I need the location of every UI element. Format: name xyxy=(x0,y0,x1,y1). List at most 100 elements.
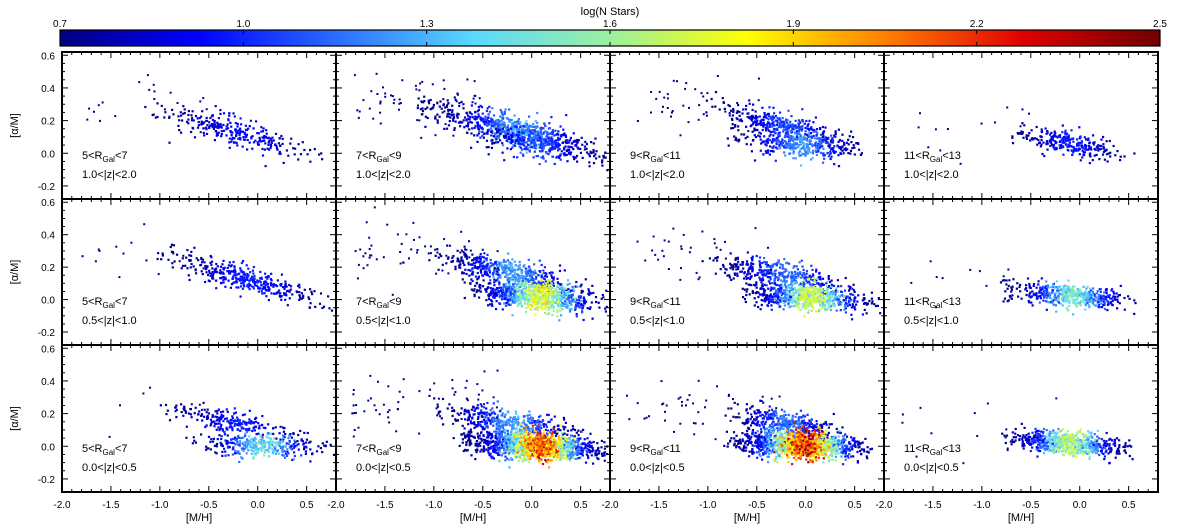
data-point xyxy=(1062,141,1065,144)
data-point xyxy=(215,279,218,282)
data-point-outlier xyxy=(356,109,359,112)
data-point xyxy=(1085,148,1088,151)
data-point xyxy=(522,132,525,135)
data-point xyxy=(264,286,267,289)
data-point-outlier xyxy=(464,248,466,251)
data-point xyxy=(775,137,778,140)
data-point xyxy=(491,141,494,144)
data-point xyxy=(783,278,786,281)
data-point xyxy=(477,132,480,135)
data-point xyxy=(494,132,497,135)
data-point xyxy=(202,267,205,270)
data-point-outlier xyxy=(464,255,467,258)
data-point xyxy=(495,287,499,290)
data-point xyxy=(714,91,718,94)
data-point xyxy=(495,138,498,141)
data-point xyxy=(545,272,548,275)
data-point-outlier xyxy=(421,80,424,83)
data-point xyxy=(471,116,474,119)
data-point xyxy=(543,138,546,141)
data-point xyxy=(822,161,825,164)
data-point xyxy=(807,131,810,135)
data-point xyxy=(523,147,526,151)
data-point xyxy=(192,119,195,122)
data-point xyxy=(478,266,481,269)
data-point-outlier xyxy=(735,117,738,120)
data-point xyxy=(437,256,440,259)
data-point xyxy=(288,297,291,300)
data-point xyxy=(533,144,536,147)
data-point xyxy=(503,264,506,267)
data-point xyxy=(574,300,578,303)
data-point xyxy=(548,272,551,275)
data-point xyxy=(563,146,566,149)
data-point xyxy=(501,117,505,120)
data-point xyxy=(525,299,528,302)
data-point xyxy=(524,311,527,314)
data-point xyxy=(765,129,768,132)
data-point xyxy=(511,287,514,290)
data-point-outlier xyxy=(399,262,402,265)
data-point xyxy=(518,290,521,293)
data-point xyxy=(564,135,568,138)
data-point xyxy=(523,289,526,292)
data-point xyxy=(534,142,537,145)
data-point xyxy=(269,137,272,140)
data-point xyxy=(241,277,244,280)
data-point xyxy=(1088,153,1091,156)
data-point-outlier xyxy=(473,80,476,83)
data-point xyxy=(506,276,509,279)
data-point xyxy=(754,136,758,139)
data-point xyxy=(222,259,225,262)
data-point xyxy=(484,257,487,260)
data-point xyxy=(518,263,522,266)
data-point xyxy=(260,290,263,293)
data-point xyxy=(438,253,441,256)
data-point xyxy=(560,134,563,137)
data-point xyxy=(533,281,536,284)
data-point xyxy=(837,154,840,157)
data-point xyxy=(745,260,749,263)
data-point xyxy=(222,123,225,127)
data-point xyxy=(519,151,522,154)
radius-label-upper: <9 xyxy=(389,296,402,308)
data-point xyxy=(512,122,515,125)
data-point-outlier xyxy=(672,79,675,82)
data-point xyxy=(575,313,578,316)
data-point xyxy=(221,263,224,266)
data-point xyxy=(778,143,781,146)
data-point xyxy=(812,121,815,124)
data-point xyxy=(506,259,510,262)
data-point xyxy=(789,136,792,139)
data-point xyxy=(515,137,518,140)
panel-radius-label: 7<RGal<9 xyxy=(356,150,402,164)
data-point xyxy=(221,271,224,274)
data-point-outlier xyxy=(663,96,666,99)
data-point xyxy=(778,274,781,277)
data-point xyxy=(560,306,563,309)
data-point xyxy=(451,111,454,114)
data-point-outlier xyxy=(384,95,387,98)
data-point xyxy=(553,294,556,297)
data-point xyxy=(556,315,559,318)
data-point xyxy=(494,279,497,282)
data-point xyxy=(522,283,525,286)
data-point xyxy=(797,152,800,155)
data-point xyxy=(476,110,480,113)
data-point-outlier xyxy=(435,272,438,275)
data-point xyxy=(303,288,306,291)
data-point xyxy=(512,144,515,147)
data-point xyxy=(786,132,789,135)
data-point xyxy=(798,136,801,139)
data-point xyxy=(556,141,560,145)
data-point xyxy=(476,134,479,137)
data-point xyxy=(511,125,514,128)
data-point xyxy=(517,142,520,145)
data-point xyxy=(803,138,806,141)
data-point-outlier xyxy=(393,98,396,101)
data-point xyxy=(208,271,211,274)
data-point xyxy=(443,127,446,130)
data-point xyxy=(289,288,292,291)
data-point xyxy=(605,289,608,292)
data-point xyxy=(542,147,545,150)
